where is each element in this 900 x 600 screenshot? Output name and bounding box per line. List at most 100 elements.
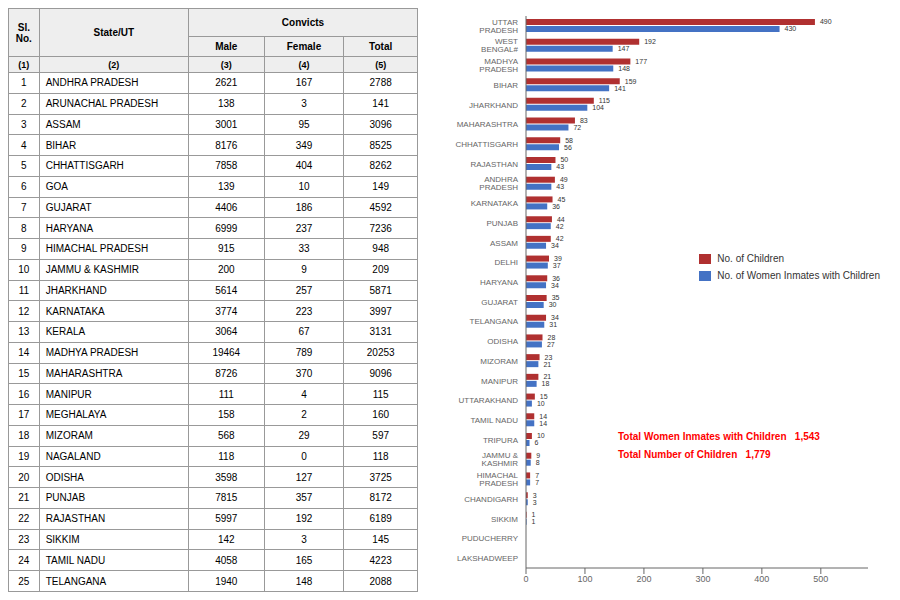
html-text:141: 141: [372, 98, 389, 110]
html-text:138: 138: [217, 98, 235, 110]
svg-text:200: 200: [636, 574, 651, 584]
html-text:95: 95: [298, 118, 310, 130]
html-text:8176: 8176: [215, 139, 238, 151]
svg-text:34: 34: [551, 282, 559, 289]
svg-text:MIZORAM: MIZORAM: [480, 357, 518, 366]
svg-text:27: 27: [547, 341, 555, 348]
html-text:3096: 3096: [369, 118, 392, 130]
svg-text:21: 21: [543, 361, 551, 368]
html-text:2788: 2788: [369, 77, 392, 89]
svg-text:ODISHA: ODISHA: [487, 337, 518, 346]
svg-text:DELHI: DELHI: [494, 258, 518, 267]
svg-text:HARYANA: HARYANA: [480, 278, 519, 287]
svg-text:72: 72: [573, 124, 581, 131]
svg-text:LAKSHADWEEP: LAKSHADWEEP: [457, 554, 518, 563]
svg-text:44: 44: [557, 216, 565, 223]
html-text:BIHAR: BIHAR: [45, 139, 77, 151]
svg-text:TELANGANA: TELANGANA: [470, 317, 519, 326]
svg-text:58: 58: [565, 137, 573, 144]
svg-text:GUJARAT: GUJARAT: [481, 298, 518, 307]
svg-text:KARNATAKA: KARNATAKA: [471, 199, 519, 208]
html-text:ASSAM: ASSAM: [45, 118, 81, 130]
svg-text:10: 10: [537, 432, 545, 439]
svg-text:6: 6: [535, 439, 539, 446]
svg-text:PUNJAB: PUNJAB: [486, 219, 518, 228]
svg-text:23: 23: [545, 354, 553, 361]
svg-text:159: 159: [625, 78, 637, 85]
html-text:167: 167: [295, 77, 313, 89]
svg-text:30: 30: [549, 301, 557, 308]
svg-text:300: 300: [695, 574, 710, 584]
svg-text:42: 42: [556, 223, 564, 230]
html-text:3001: 3001: [215, 118, 238, 130]
svg-text:0: 0: [523, 574, 528, 584]
svg-text:192: 192: [644, 38, 656, 45]
svg-text:ASSAM: ASSAM: [490, 239, 518, 248]
svg-text:PUDUCHERRY: PUDUCHERRY: [462, 534, 519, 543]
svg-text:BIHAR: BIHAR: [494, 81, 519, 90]
svg-text:490: 490: [820, 18, 832, 25]
svg-text:18: 18: [542, 380, 550, 387]
svg-text:45: 45: [558, 196, 566, 203]
svg-text:MADHYAPRADESH: MADHYAPRADESH: [479, 57, 518, 74]
svg-text:115: 115: [599, 97, 610, 104]
svg-text:UTTARPRADESH: UTTARPRADESH: [479, 18, 518, 35]
svg-text:104: 104: [592, 104, 604, 111]
svg-text:37: 37: [553, 262, 561, 269]
svg-text:CHHATTISGARH: CHHATTISGARH: [455, 140, 518, 149]
svg-text:34: 34: [551, 242, 559, 249]
svg-text:430: 430: [785, 25, 797, 32]
svg-text:RAJASTHAN: RAJASTHAN: [470, 160, 518, 169]
svg-text:WESTBENGAL#: WESTBENGAL#: [481, 37, 518, 54]
svg-text:42: 42: [556, 235, 564, 242]
svg-text:14: 14: [539, 420, 547, 427]
svg-text:28: 28: [548, 334, 556, 341]
svg-text:43: 43: [556, 163, 564, 170]
svg-text:177: 177: [635, 58, 647, 65]
svg-text:SIKKIM: SIKKIM: [491, 515, 518, 524]
svg-text:147: 147: [618, 45, 630, 52]
svg-text:50: 50: [560, 156, 568, 163]
svg-text:43: 43: [556, 183, 564, 190]
svg-text:7: 7: [535, 472, 539, 479]
svg-text:CHANDIGARH: CHANDIGARH: [464, 495, 518, 504]
html-text:ANDHRA PRADESH: ANDHRA PRADESH: [45, 77, 139, 89]
svg-text:49: 49: [560, 176, 568, 183]
svg-text:3: 3: [533, 492, 537, 499]
svg-text:141: 141: [614, 85, 626, 92]
svg-text:56: 56: [564, 144, 572, 151]
svg-text:3: 3: [533, 499, 537, 506]
svg-text:83: 83: [580, 117, 588, 124]
html-text:ARUNACHAL PRADESH: ARUNACHAL PRADESH: [45, 98, 159, 110]
svg-text:7: 7: [535, 479, 539, 486]
svg-text:9: 9: [536, 452, 540, 459]
svg-text:UTTARAKHAND: UTTARAKHAND: [459, 396, 519, 405]
svg-text:39: 39: [554, 255, 562, 262]
svg-text:HIMACHALPRADESH: HIMACHALPRADESH: [477, 471, 519, 488]
svg-text:1: 1: [532, 518, 536, 525]
svg-text:31: 31: [549, 321, 557, 328]
html-text:Sl. No.: Sl. No.: [15, 21, 32, 44]
svg-text:MAHARASHTRA: MAHARASHTRA: [457, 120, 519, 129]
svg-text:TAMIL NADU: TAMIL NADU: [470, 416, 518, 425]
svg-text:15: 15: [540, 393, 548, 400]
svg-text:14: 14: [539, 413, 547, 420]
svg-text:TRIPURA: TRIPURA: [483, 436, 519, 445]
svg-text:MANIPUR: MANIPUR: [481, 377, 518, 386]
svg-text:10: 10: [537, 400, 545, 407]
svg-text:400: 400: [754, 574, 769, 584]
svg-text:ANDHRAPRADESH: ANDHRAPRADESH: [479, 175, 518, 192]
svg-text:JAMMU &KASHMIR: JAMMU &KASHMIR: [482, 451, 519, 468]
svg-text:100: 100: [577, 574, 592, 584]
svg-text:JHARKHAND: JHARKHAND: [469, 101, 518, 110]
svg-text:35: 35: [552, 294, 560, 301]
html-text:2621: 2621: [215, 77, 238, 89]
svg-text:36: 36: [552, 203, 560, 210]
svg-text:1: 1: [532, 511, 536, 518]
svg-text:21: 21: [543, 373, 551, 380]
svg-text:36: 36: [552, 275, 560, 282]
svg-text:8: 8: [536, 459, 540, 466]
svg-text:148: 148: [618, 65, 630, 72]
svg-text:500: 500: [813, 574, 828, 584]
svg-text:34: 34: [551, 314, 559, 321]
